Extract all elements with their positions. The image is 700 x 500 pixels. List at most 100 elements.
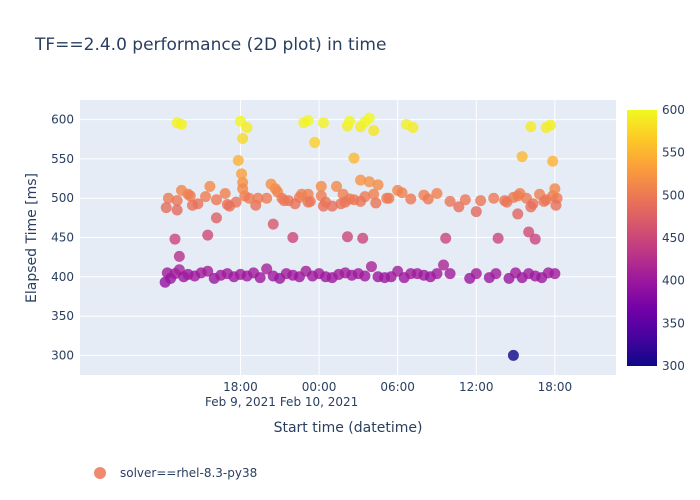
- data-point[interactable]: [162, 192, 174, 204]
- data-point[interactable]: [202, 265, 214, 277]
- data-point[interactable]: [470, 268, 482, 280]
- data-point[interactable]: [171, 195, 183, 207]
- data-point[interactable]: [254, 272, 266, 284]
- data-point[interactable]: [438, 259, 450, 271]
- data-point[interactable]: [453, 201, 465, 213]
- data-point[interactable]: [440, 232, 452, 244]
- data-point[interactable]: [173, 250, 185, 262]
- data-point[interactable]: [355, 195, 367, 207]
- data-point[interactable]: [459, 194, 471, 206]
- data-point[interactable]: [470, 206, 482, 218]
- data-point[interactable]: [516, 151, 528, 163]
- data-point[interactable]: [243, 192, 255, 204]
- y-tick-label: 550: [51, 152, 74, 166]
- data-point[interactable]: [236, 168, 248, 180]
- data-point[interactable]: [499, 195, 511, 207]
- data-point[interactable]: [204, 180, 216, 192]
- data-point[interactable]: [512, 208, 524, 220]
- data-point[interactable]: [331, 180, 343, 192]
- data-point[interactable]: [276, 192, 288, 204]
- data-point[interactable]: [296, 188, 308, 200]
- data-point[interactable]: [444, 195, 456, 207]
- data-point[interactable]: [488, 192, 500, 204]
- x-tick-sublabel: Feb 9, 2021: [205, 395, 276, 409]
- colorbar: [627, 110, 657, 366]
- data-point[interactable]: [320, 196, 332, 208]
- x-tick-label: 06:00: [380, 380, 415, 394]
- data-point[interactable]: [383, 192, 395, 204]
- data-point[interactable]: [221, 199, 233, 210]
- data-point[interactable]: [339, 196, 351, 208]
- data-point[interactable]: [176, 118, 188, 130]
- data-point[interactable]: [344, 115, 356, 127]
- x-tick-label: 12:00: [459, 380, 494, 394]
- data-point[interactable]: [302, 196, 314, 208]
- data-point[interactable]: [545, 119, 557, 131]
- data-point[interactable]: [261, 192, 273, 204]
- data-point[interactable]: [210, 212, 222, 224]
- data-point[interactable]: [363, 112, 375, 124]
- data-point[interactable]: [431, 268, 443, 280]
- data-point[interactable]: [525, 121, 537, 133]
- y-tick-label: 450: [51, 231, 74, 245]
- data-point[interactable]: [523, 226, 535, 238]
- data-point[interactable]: [365, 261, 377, 273]
- data-point[interactable]: [186, 199, 198, 211]
- data-point[interactable]: [252, 192, 264, 204]
- data-point[interactable]: [372, 179, 384, 191]
- data-point[interactable]: [219, 188, 231, 199]
- data-point[interactable]: [396, 187, 408, 199]
- data-point[interactable]: [490, 268, 502, 280]
- data-point[interactable]: [309, 136, 321, 148]
- data-point[interactable]: [363, 176, 375, 188]
- data-point[interactable]: [549, 183, 561, 195]
- data-point[interactable]: [160, 202, 172, 214]
- data-point[interactable]: [405, 193, 417, 205]
- data-point[interactable]: [232, 155, 244, 166]
- data-point[interactable]: [210, 194, 222, 206]
- data-point[interactable]: [241, 122, 253, 133]
- data-point[interactable]: [475, 195, 487, 207]
- data-point[interactable]: [171, 204, 183, 216]
- data-point[interactable]: [348, 152, 360, 164]
- data-point[interactable]: [492, 232, 504, 244]
- data-point[interactable]: [265, 178, 277, 190]
- data-point[interactable]: [359, 270, 371, 282]
- legend-marker[interactable]: [94, 467, 106, 479]
- data-point[interactable]: [431, 188, 443, 199]
- data-point[interactable]: [357, 232, 369, 244]
- legend-label[interactable]: solver==rhel-8.3-py38: [120, 466, 257, 480]
- data-point[interactable]: [512, 190, 524, 202]
- data-point[interactable]: [200, 191, 212, 203]
- data-point[interactable]: [529, 233, 541, 245]
- data-point[interactable]: [507, 349, 519, 361]
- y-tick-label: 500: [51, 191, 74, 205]
- data-point[interactable]: [261, 263, 273, 275]
- colorbar-tick-labels: 300 350 400 450 500 550 600: [662, 103, 685, 373]
- data-point[interactable]: [298, 117, 310, 129]
- data-point[interactable]: [184, 190, 196, 202]
- data-point[interactable]: [237, 183, 249, 195]
- data-point[interactable]: [237, 133, 249, 144]
- data-point[interactable]: [267, 218, 279, 230]
- data-point[interactable]: [547, 155, 559, 167]
- data-point[interactable]: [368, 125, 380, 137]
- data-point[interactable]: [176, 184, 188, 196]
- data-point[interactable]: [550, 199, 562, 211]
- data-point[interactable]: [407, 122, 419, 133]
- data-point[interactable]: [368, 188, 380, 200]
- data-point[interactable]: [317, 117, 329, 129]
- data-point[interactable]: [444, 268, 456, 280]
- data-point[interactable]: [315, 180, 327, 192]
- data-point[interactable]: [341, 231, 353, 243]
- data-point[interactable]: [169, 233, 181, 245]
- data-point[interactable]: [355, 174, 367, 186]
- data-point[interactable]: [289, 198, 301, 210]
- data-point[interactable]: [525, 201, 537, 213]
- data-point[interactable]: [202, 229, 214, 241]
- data-point[interactable]: [370, 197, 382, 209]
- data-point[interactable]: [422, 193, 434, 205]
- data-point[interactable]: [287, 232, 299, 243]
- data-point[interactable]: [538, 195, 550, 207]
- data-point[interactable]: [549, 268, 561, 280]
